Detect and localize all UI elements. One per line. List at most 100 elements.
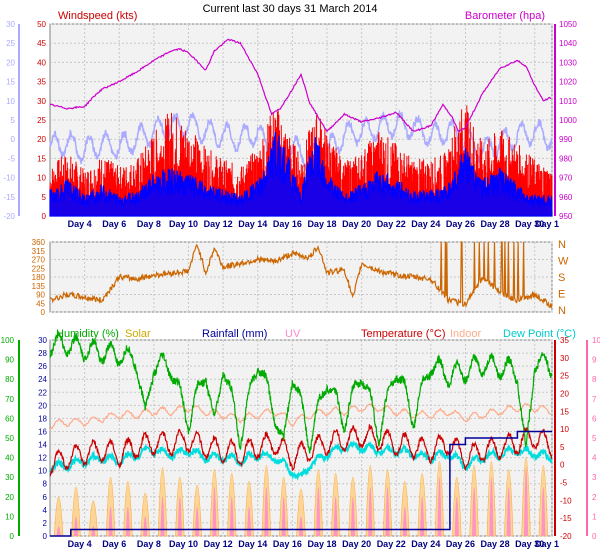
p3-temp-tick-2: -10 xyxy=(560,496,572,505)
p1-baro-tick-3: 980 xyxy=(559,154,573,163)
p1-temp-tick-7: 15 xyxy=(6,78,15,87)
p3-xtick-1: Day 6 xyxy=(102,539,126,549)
uv-spike-3 xyxy=(108,506,113,536)
p3-hum-tick-3: 30 xyxy=(5,473,14,482)
p3-uv-tick-3: 3 xyxy=(592,473,597,482)
p3-hum-tick-1: 10 xyxy=(5,512,14,521)
humidity-rain-temp-panel: 0246810121416182022242628300102030405060… xyxy=(1,328,600,549)
uv-spike-28 xyxy=(541,487,546,536)
p1-temp-tick-1: -15 xyxy=(3,193,15,202)
uv-spike-5 xyxy=(143,516,148,536)
p1-temp-tick-9: 25 xyxy=(6,39,15,48)
p1-temp-tick-10: 30 xyxy=(6,20,15,29)
p1-xtick-3: Day 10 xyxy=(169,219,198,229)
panel3-series xyxy=(49,330,553,537)
p3-hum-tick-10: 100 xyxy=(1,336,15,345)
p3-uv-tick-10: 10 xyxy=(592,336,600,345)
p3-hum-tick-8: 80 xyxy=(5,375,14,384)
p1-xtick-1: Day 6 xyxy=(102,219,126,229)
uv-spike-7 xyxy=(177,496,182,536)
p3-rain-tick-5: 10 xyxy=(38,467,47,476)
p3-temp-tick-8: 20 xyxy=(560,389,569,398)
uv-spike-9 xyxy=(212,487,217,536)
p1-baro-tick-9: 1040 xyxy=(559,39,577,48)
p1-xtick-2: Day 8 xyxy=(137,219,161,229)
uv-spike-16 xyxy=(333,496,338,536)
p3-xtick-14: Day 1 xyxy=(535,539,559,549)
p2-tick-5: 225 xyxy=(32,264,46,273)
p1-temp-tick-4: 0 xyxy=(11,135,16,144)
p3-xtick-12: Day 28 xyxy=(481,539,510,549)
p3-uv-tick-7: 7 xyxy=(592,395,597,404)
wind-direction-line xyxy=(49,241,553,308)
p2-compass-4: N xyxy=(558,305,566,317)
p1-baro-tick-6: 1010 xyxy=(559,97,577,106)
p3-rain-tick-14: 28 xyxy=(38,349,47,358)
panel1-series xyxy=(49,38,553,217)
p1-xtick-14: Day 1 xyxy=(535,219,559,229)
uv-spike-12 xyxy=(264,487,269,536)
p2-tick-8: 360 xyxy=(32,238,46,247)
p3-xtick-13: Day 30 xyxy=(515,539,544,549)
p3-rain-tick-12: 24 xyxy=(38,375,47,384)
p1-baro-tick-5: 1000 xyxy=(559,116,577,125)
p1-xtick-9: Day 22 xyxy=(377,219,406,229)
p3-xtick-11: Day 26 xyxy=(446,539,475,549)
p2-tick-4: 180 xyxy=(32,273,46,282)
p1-temp-tick-8: 20 xyxy=(6,58,15,67)
p3-temp-tick-3: -5 xyxy=(560,479,568,488)
p3-uv-tick-1: 1 xyxy=(592,512,597,521)
p3-hum-tick-4: 40 xyxy=(5,454,14,463)
uv-spike-24 xyxy=(472,487,477,536)
p3-xtick-3: Day 10 xyxy=(169,539,198,549)
uv-spike-15 xyxy=(316,487,321,536)
p1-xtick-11: Day 26 xyxy=(446,219,475,229)
p1-temp-tick-5: 5 xyxy=(11,116,16,125)
legend-humidity: Humidity (%) xyxy=(56,328,119,340)
solar-hump-1 xyxy=(71,486,81,537)
p2-compass-3: E xyxy=(558,289,565,301)
p3-temp-tick-9: 25 xyxy=(560,372,569,381)
p1-wind-tick-3: 15 xyxy=(37,154,46,163)
uv-spike-11 xyxy=(246,506,252,536)
p3-xtick-4: Day 12 xyxy=(204,539,233,549)
legend-solar: Solar xyxy=(125,328,151,340)
p3-rain-tick-0: 0 xyxy=(43,532,48,541)
p3-rain-tick-1: 2 xyxy=(43,519,48,528)
humidity-line xyxy=(49,330,553,454)
uv-spike-2 xyxy=(91,526,96,536)
p3-xtick-6: Day 16 xyxy=(273,539,302,549)
p1-baro-tick-8: 1030 xyxy=(559,58,577,67)
p1-baro-tick-7: 1020 xyxy=(559,78,577,87)
p3-hum-tick-9: 90 xyxy=(5,356,14,365)
legend-temperature: Temperature (°C) xyxy=(361,328,445,340)
p3-xtick-9: Day 22 xyxy=(377,539,406,549)
p3-temp-tick-5: 5 xyxy=(560,443,565,452)
p1-wind-tick-10: 50 xyxy=(37,20,46,29)
p3-temp-tick-7: 15 xyxy=(560,407,569,416)
p1-xtick-7: Day 18 xyxy=(307,219,336,229)
solar-hump-5 xyxy=(140,492,150,537)
p2-compass-2: S xyxy=(558,272,565,284)
uv-spike-6 xyxy=(160,496,165,536)
p1-wind-tick-4: 20 xyxy=(37,135,46,144)
p3-rain-tick-4: 8 xyxy=(43,480,48,489)
p3-hum-tick-0: 0 xyxy=(10,532,15,541)
solar-hump-0 xyxy=(54,496,64,537)
chart-title: Current last 30 days 31 March 2014 xyxy=(203,3,378,15)
average-wind-area xyxy=(49,131,553,217)
p3-temp-tick-10: 30 xyxy=(560,354,569,363)
legend-rainfall: Rainfall (mm) xyxy=(202,328,267,340)
uv-spike-25 xyxy=(489,477,494,536)
uv-spike-8 xyxy=(195,506,200,536)
p1-xtick-12: Day 28 xyxy=(481,219,510,229)
uv-spike-13 xyxy=(281,496,286,536)
p1-wind-tick-7: 35 xyxy=(37,78,46,87)
p3-temp-tick-0: -20 xyxy=(560,532,572,541)
p2-tick-1: 45 xyxy=(36,299,45,308)
uv-spike-19 xyxy=(385,487,390,536)
p3-temp-tick-1: -15 xyxy=(560,514,572,523)
uv-spike-22 xyxy=(437,477,442,536)
p3-uv-tick-9: 9 xyxy=(592,356,597,365)
